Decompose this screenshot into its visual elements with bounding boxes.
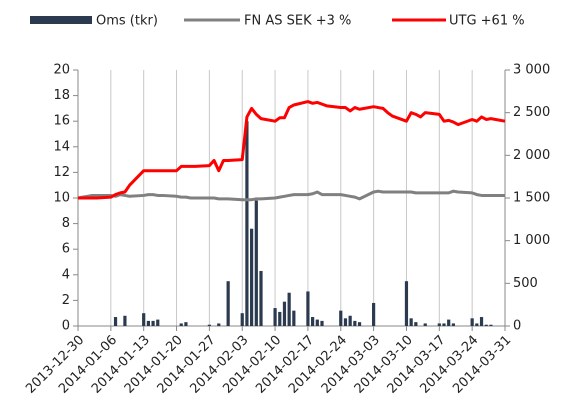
bar <box>409 318 413 326</box>
y-tick-label: 18 <box>53 88 70 103</box>
bar <box>184 322 188 326</box>
y2-tick-label: 2 000 <box>513 148 550 163</box>
bar <box>320 320 324 326</box>
legend-label: UTG +61 % <box>449 14 525 29</box>
bar <box>207 324 211 326</box>
bar <box>250 228 254 326</box>
bar <box>282 301 287 326</box>
bar <box>217 323 221 326</box>
bar <box>146 320 150 326</box>
line <box>77 189 505 202</box>
y-tick-label: 14 <box>53 139 70 154</box>
legend: Oms (tkr) FN AS SEK +3 % UTG +61 % <box>30 14 525 29</box>
y-tick-label: 2 <box>62 293 70 308</box>
bar <box>245 121 249 326</box>
bar <box>259 270 263 326</box>
bar <box>479 317 484 326</box>
bar <box>142 313 146 326</box>
legend-swatch <box>30 16 92 24</box>
y-tick-label: 4 <box>62 267 70 282</box>
bar <box>315 319 319 326</box>
bar <box>353 320 357 326</box>
y-tick-label: 6 <box>62 242 70 257</box>
bar <box>451 323 455 326</box>
bar <box>404 281 409 326</box>
bar <box>489 324 493 326</box>
bar <box>470 318 474 326</box>
y2-tick-label: 0 <box>513 319 521 334</box>
y-tick-label: 0 <box>62 319 70 334</box>
bar <box>348 315 352 326</box>
y-tick-label: 8 <box>62 216 70 231</box>
legend-label: Oms (tkr) <box>96 14 158 29</box>
bar <box>437 323 441 326</box>
bar <box>442 323 446 326</box>
y2-tick-label: 500 <box>513 276 538 291</box>
bar <box>357 322 362 326</box>
bar <box>113 317 118 326</box>
bar <box>226 281 230 326</box>
bar <box>287 292 291 326</box>
bar <box>123 315 127 326</box>
bar <box>240 313 244 326</box>
y-tick-label: 20 <box>53 63 70 78</box>
y2-tick-label: 1 000 <box>513 233 550 248</box>
y-tick-label: 12 <box>53 165 70 180</box>
y2-tick-label: 3 000 <box>513 63 550 78</box>
bar <box>273 308 277 326</box>
bar <box>372 302 376 326</box>
line <box>78 100 506 200</box>
y2-tick-label: 2 500 <box>513 105 550 120</box>
bar <box>423 323 427 326</box>
bar <box>447 319 451 326</box>
bar <box>339 310 343 326</box>
bar <box>254 200 258 326</box>
y2-tick-label: 1 500 <box>513 191 550 206</box>
bar <box>311 317 315 326</box>
legend-label: FN AS SEK +3 % <box>244 14 351 29</box>
bar <box>343 318 348 326</box>
bar <box>156 319 160 326</box>
bar <box>414 322 418 326</box>
bar <box>151 320 155 326</box>
bar <box>278 311 282 326</box>
y-tick-label: 10 <box>53 191 70 206</box>
bar <box>292 310 296 326</box>
bar <box>475 323 479 326</box>
y-tick-label: 16 <box>53 114 70 129</box>
bar <box>179 323 183 326</box>
bar <box>306 291 310 326</box>
bar <box>484 324 488 326</box>
